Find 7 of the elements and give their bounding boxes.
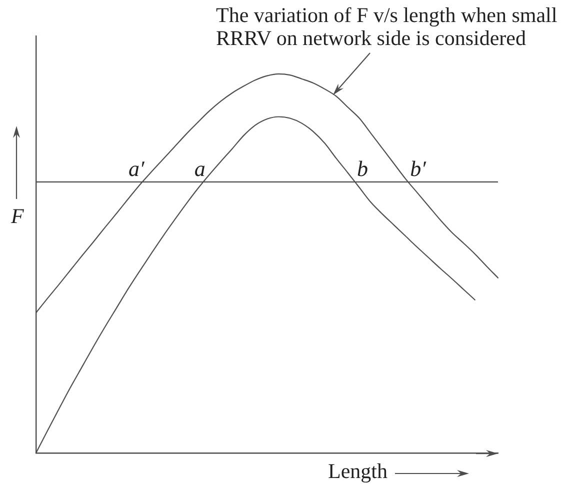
x-axis-title: Length — [328, 459, 388, 483]
annotation: b′ — [410, 156, 428, 181]
annotation: a — [194, 156, 206, 181]
y-axis-title: F — [11, 204, 24, 228]
annotation: a′ — [128, 156, 146, 181]
annotation: b — [356, 156, 368, 181]
text: The variation of F v/s length when small RRRV on network side is considered — [216, 3, 558, 50]
